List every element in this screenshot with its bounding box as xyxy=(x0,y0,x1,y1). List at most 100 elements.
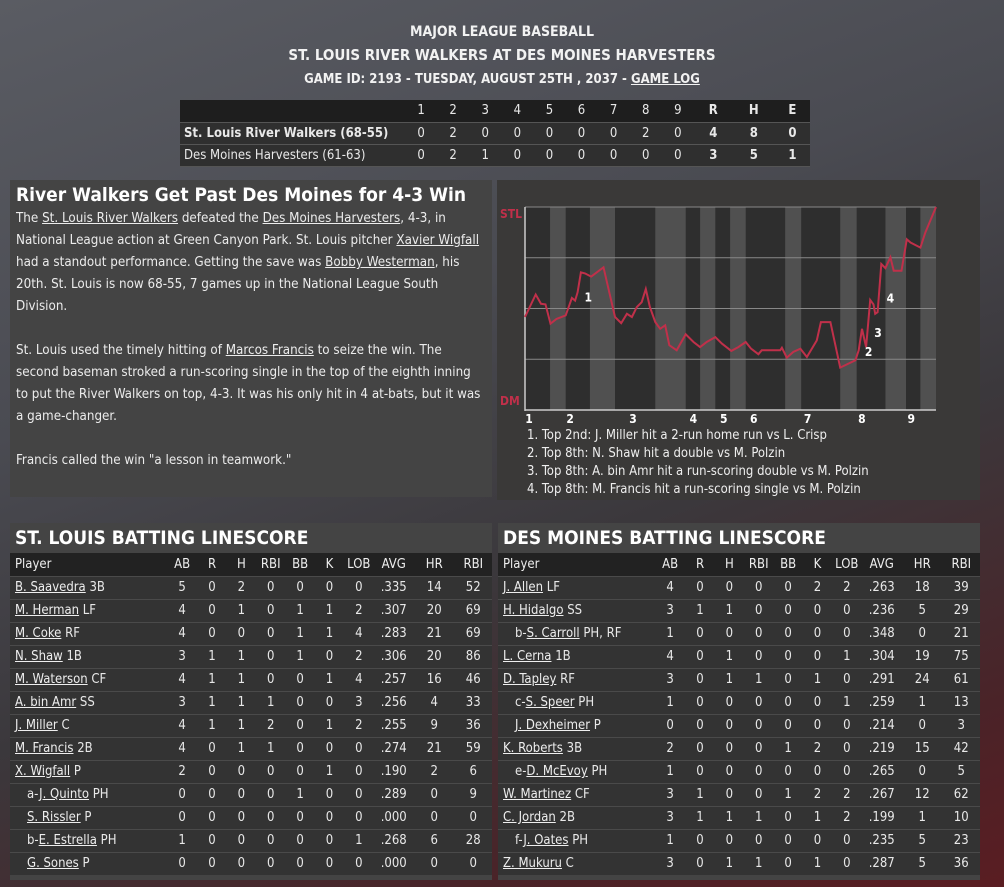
player-cell: a-J. Quinto PH xyxy=(10,782,167,806)
article-link[interactable]: Marcos Francis xyxy=(225,343,314,358)
player-link[interactable]: S. Carroll xyxy=(526,626,580,641)
stat-cell: 0 xyxy=(773,759,803,783)
stat-cell: 1 xyxy=(256,736,286,760)
inning-label: 9 xyxy=(907,412,915,426)
stat-cell: 5 xyxy=(901,598,943,622)
batting-table: Player AB R H RBI BB K LOB AVG HR RBI B. Saavedra 3… xyxy=(10,553,492,875)
stat-cell: 0 xyxy=(413,782,455,806)
stat-cell: 0 xyxy=(832,828,862,852)
stat-cell: .199 xyxy=(861,805,902,829)
stat-cell: 4 xyxy=(166,713,198,737)
sub-prefix: f- xyxy=(515,833,524,848)
stat-cell: 5 xyxy=(166,575,198,599)
stat-cell: 0 xyxy=(685,644,715,668)
stat-cell: 9 xyxy=(454,782,492,806)
column-header: RBI xyxy=(744,553,774,576)
stat-cell: .190 xyxy=(373,759,414,783)
stat-cell: .274 xyxy=(373,736,414,760)
stat-cell: 0 xyxy=(226,621,257,645)
stat-cell: 23 xyxy=(942,828,980,852)
stat-cell: 1 xyxy=(285,621,315,645)
stat-cell: 0 xyxy=(256,644,286,668)
article-paragraph: Francis called the win "a lesson in team… xyxy=(16,450,486,472)
player-link[interactable]: J. Allen xyxy=(503,580,543,595)
score-cell: 4 xyxy=(693,122,733,145)
article-link[interactable]: Des Moines Harvesters xyxy=(262,211,401,226)
player-link[interactable]: J. Oates xyxy=(523,833,569,848)
player-link[interactable]: A. bin Amr xyxy=(15,695,77,710)
game-info-text: GAME ID: 2193 - TUESDAY, AUGUST 25TH , 2… xyxy=(304,72,631,87)
stat-cell: 0 xyxy=(344,805,374,829)
player-link[interactable]: W. Martinez xyxy=(503,787,572,802)
player-link[interactable]: L. Cerna xyxy=(503,649,552,664)
article-link[interactable]: St. Louis River Walkers xyxy=(42,211,179,226)
stat-cell: 1 xyxy=(714,805,745,829)
player-link[interactable]: S. Speer xyxy=(525,695,575,710)
stat-cell: 1 xyxy=(654,621,686,645)
batting-table: Player AB R H RBI BB K LOB AVG HR RBI J. Allen LF 4 0… xyxy=(498,553,980,875)
stat-cell: 12 xyxy=(901,782,943,806)
score-cell: 0 xyxy=(597,144,630,167)
player-link[interactable]: M. Waterson xyxy=(15,672,88,687)
player-link[interactable]: J. Dexheimer xyxy=(515,718,591,733)
stat-cell: 0 xyxy=(802,690,833,714)
article-link[interactable]: Xavier Wigfall xyxy=(396,233,480,248)
game-log-link[interactable]: GAME LOG xyxy=(630,72,700,87)
stat-cell: 0 xyxy=(714,782,745,806)
stat-cell: 0 xyxy=(654,713,686,737)
stat-cell: 0 xyxy=(802,828,833,852)
stat-cell: 0 xyxy=(344,575,374,599)
stat-cell: 3 xyxy=(654,851,686,875)
stat-cell: 2 xyxy=(344,713,374,737)
table-row: D. Tapley RF 3 0 1 1 0 1 0.291 24 61 xyxy=(498,667,980,691)
table-row: G. Sones P 0 0 0 0 0 0 0.000 0 0 xyxy=(10,851,492,875)
player-cell: X. Wigfall P xyxy=(10,759,167,783)
player-link[interactable]: C. Jordan xyxy=(503,810,556,825)
table-row: H. Hidalgo SS 3 1 1 0 0 0 0.236 5 29 xyxy=(498,598,980,622)
player-link[interactable]: H. Hidalgo xyxy=(503,603,564,618)
stat-cell: 36 xyxy=(454,713,492,737)
stat-cell: 0 xyxy=(832,598,862,622)
player-link[interactable]: M. Herman xyxy=(15,603,80,618)
player-link[interactable]: E. Estrella xyxy=(38,833,97,848)
stat-cell: 0 xyxy=(802,713,833,737)
inning-label: 6 xyxy=(750,412,758,426)
stat-cell: 3 xyxy=(942,713,980,737)
stat-cell: 0 xyxy=(832,713,862,737)
inning-header: 6 xyxy=(565,100,598,123)
player-cell: L. Cerna 1B xyxy=(498,644,655,668)
player-link[interactable]: Z. Mukuru xyxy=(503,856,562,872)
player-link[interactable]: N. Shaw xyxy=(15,649,63,664)
stat-cell: 0 xyxy=(685,575,715,599)
player-link[interactable]: D. Tapley xyxy=(503,672,557,687)
stat-cell: 0 xyxy=(166,782,198,806)
stat-cell: 0 xyxy=(256,575,286,599)
stat-cell: 0 xyxy=(256,828,286,852)
player-link[interactable]: X. Wigfall xyxy=(15,764,71,779)
player-position: CF xyxy=(574,787,590,802)
player-link[interactable]: J. Miller xyxy=(15,718,58,733)
stat-cell: 62 xyxy=(942,782,980,806)
inning-label: 5 xyxy=(720,412,728,426)
player-link[interactable]: D. McEvoy xyxy=(526,764,588,779)
player-position: CF xyxy=(91,672,107,687)
stat-cell: 0 xyxy=(413,851,455,875)
player-link[interactable]: M. Francis xyxy=(15,741,74,756)
stat-cell: 1 xyxy=(226,713,257,737)
player-link[interactable]: K. Roberts xyxy=(503,741,563,756)
player-link[interactable]: G. Sones xyxy=(27,856,79,872)
player-link[interactable]: J. Quinto xyxy=(39,787,90,802)
stat-cell: 0 xyxy=(685,828,715,852)
player-position: PH xyxy=(578,695,595,710)
player-link[interactable]: S. Rissler xyxy=(27,810,81,825)
table-row: L. Cerna 1B 4 0 1 0 0 0 1.304 19 75 xyxy=(498,644,980,668)
player-link[interactable]: B. Saavedra xyxy=(15,580,86,595)
stat-cell: 6 xyxy=(454,759,492,783)
player-link[interactable]: M. Coke xyxy=(15,626,62,641)
article-link[interactable]: Bobby Westerman xyxy=(325,255,435,270)
stat-cell: 75 xyxy=(942,644,980,668)
stat-cell: 0 xyxy=(226,828,257,852)
stat-cell: 0 xyxy=(285,805,315,829)
stat-cell: 0 xyxy=(256,621,286,645)
player-position: 2B xyxy=(77,741,93,756)
